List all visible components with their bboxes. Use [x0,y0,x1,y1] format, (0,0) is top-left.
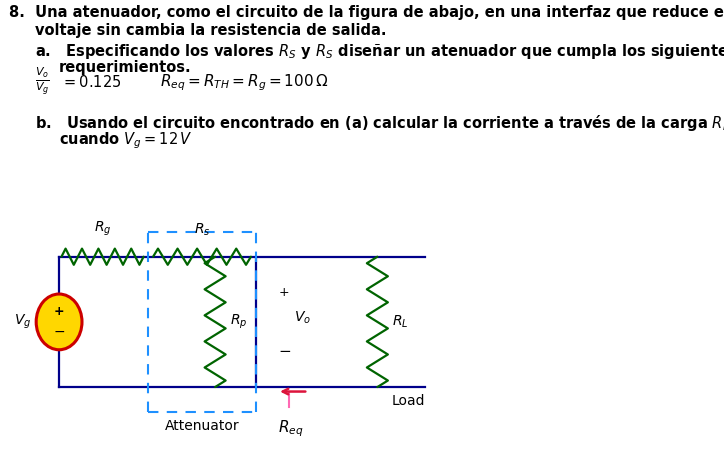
Text: voltaje sin cambia la resistencia de salida.: voltaje sin cambia la resistencia de sal… [35,23,387,38]
Text: +: + [54,305,64,318]
Ellipse shape [36,294,82,350]
Text: $\frac{V_o}{V_g}$: $\frac{V_o}{V_g}$ [35,66,50,98]
Text: b.   Usando el circuito encontrado en (a) calcular la corriente a través de la c: b. Usando el circuito encontrado en (a) … [35,113,724,133]
Text: $= 0.125$: $= 0.125$ [61,74,122,91]
Text: $R_L$: $R_L$ [392,313,408,330]
Text: $R_s$: $R_s$ [194,222,210,238]
Text: requerimientos.: requerimientos. [59,61,192,76]
Text: Load: Load [392,394,425,408]
Text: $V_o$: $V_o$ [294,309,311,326]
Text: −: − [278,344,291,359]
Text: +: + [279,286,290,299]
Text: $R_{eq} = R_{TH} = R_g = 100\,\Omega$: $R_{eq} = R_{TH} = R_g = 100\,\Omega$ [160,72,329,93]
Text: $R_g$: $R_g$ [94,219,111,238]
Text: Attenuator: Attenuator [164,419,240,433]
Text: −: − [54,325,65,339]
Text: 8.  Una atenuador, como el circuito de la figura de abajo, en una interfaz que r: 8. Una atenuador, como el circuito de la… [9,5,724,20]
Text: $V_g$: $V_g$ [14,313,31,331]
Text: $R_{eq}$: $R_{eq}$ [278,419,303,439]
Text: a.   Especificando los valores $R_S$ y $R_S$ diseñar un atenuador que cumpla los: a. Especificando los valores $R_S$ y $R_… [35,42,724,61]
Text: $R_p$: $R_p$ [230,313,248,331]
Text: cuando $V_g = 12\,V$: cuando $V_g = 12\,V$ [59,131,193,152]
